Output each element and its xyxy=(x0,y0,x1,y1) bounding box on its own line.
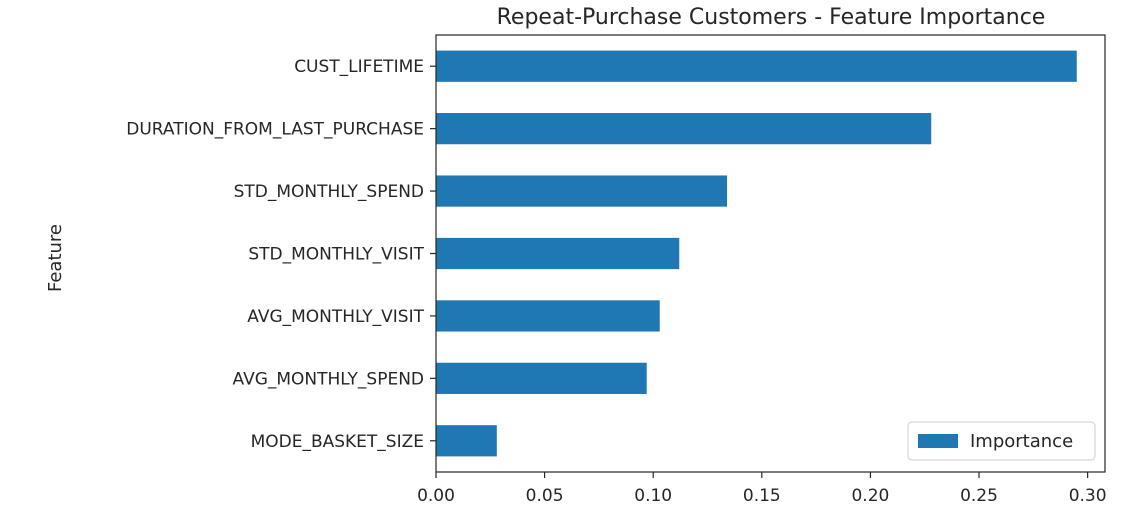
y-tick-label: STD_MONTHLY_VISIT xyxy=(248,245,424,265)
legend: Importance xyxy=(907,421,1096,461)
bar-mode-basket-size xyxy=(436,425,497,457)
x-tick-label: 0.00 xyxy=(417,486,455,506)
bar-avg-monthly-visit xyxy=(436,300,660,332)
bar-avg-monthly-spend xyxy=(436,362,647,394)
y-tick-label: DURATION_FROM_LAST_PURCHASE xyxy=(126,120,424,140)
y-tick-label: CUST_LIFETIME xyxy=(294,57,424,77)
x-tick-label: 0.15 xyxy=(743,486,781,506)
chart-title: Repeat-Purchase Customers - Feature Impo… xyxy=(497,5,1046,30)
bar-cust-lifetime xyxy=(436,50,1077,82)
x-tick-label: 0.05 xyxy=(526,486,564,506)
bar-duration-from-last-purchase xyxy=(436,113,932,145)
legend-box xyxy=(907,421,1096,461)
legend-label: Importance xyxy=(970,431,1073,452)
y-tick-label: AVG_MONTHLY_SPEND xyxy=(233,369,424,389)
bar-std-monthly-spend xyxy=(436,175,728,207)
bar-std-monthly-visit xyxy=(436,237,680,270)
y-tick-label: STD_MONTHLY_SPEND xyxy=(234,182,424,202)
y-axis-label: Feature xyxy=(45,224,66,292)
x-tick-label: 0.30 xyxy=(1069,486,1107,506)
y-tick-label: AVG_MONTHLY_VISIT xyxy=(247,307,424,327)
x-tick-label: 0.25 xyxy=(960,486,998,506)
x-ticks-group: 0.00 0.05 0.10 0.15 0.20 0.25 0.30 xyxy=(417,472,1107,506)
bars-group xyxy=(436,50,1077,457)
y-tick-label: MODE_BASKET_SIZE xyxy=(251,432,424,452)
x-tick-label: 0.10 xyxy=(634,486,672,506)
y-ticks-group: CUST_LIFETIME DURATION_FROM_LAST_PURCHASE… xyxy=(126,57,436,452)
plot-frame xyxy=(435,34,1106,473)
legend-swatch xyxy=(918,434,958,448)
x-tick-label: 0.20 xyxy=(851,486,889,506)
